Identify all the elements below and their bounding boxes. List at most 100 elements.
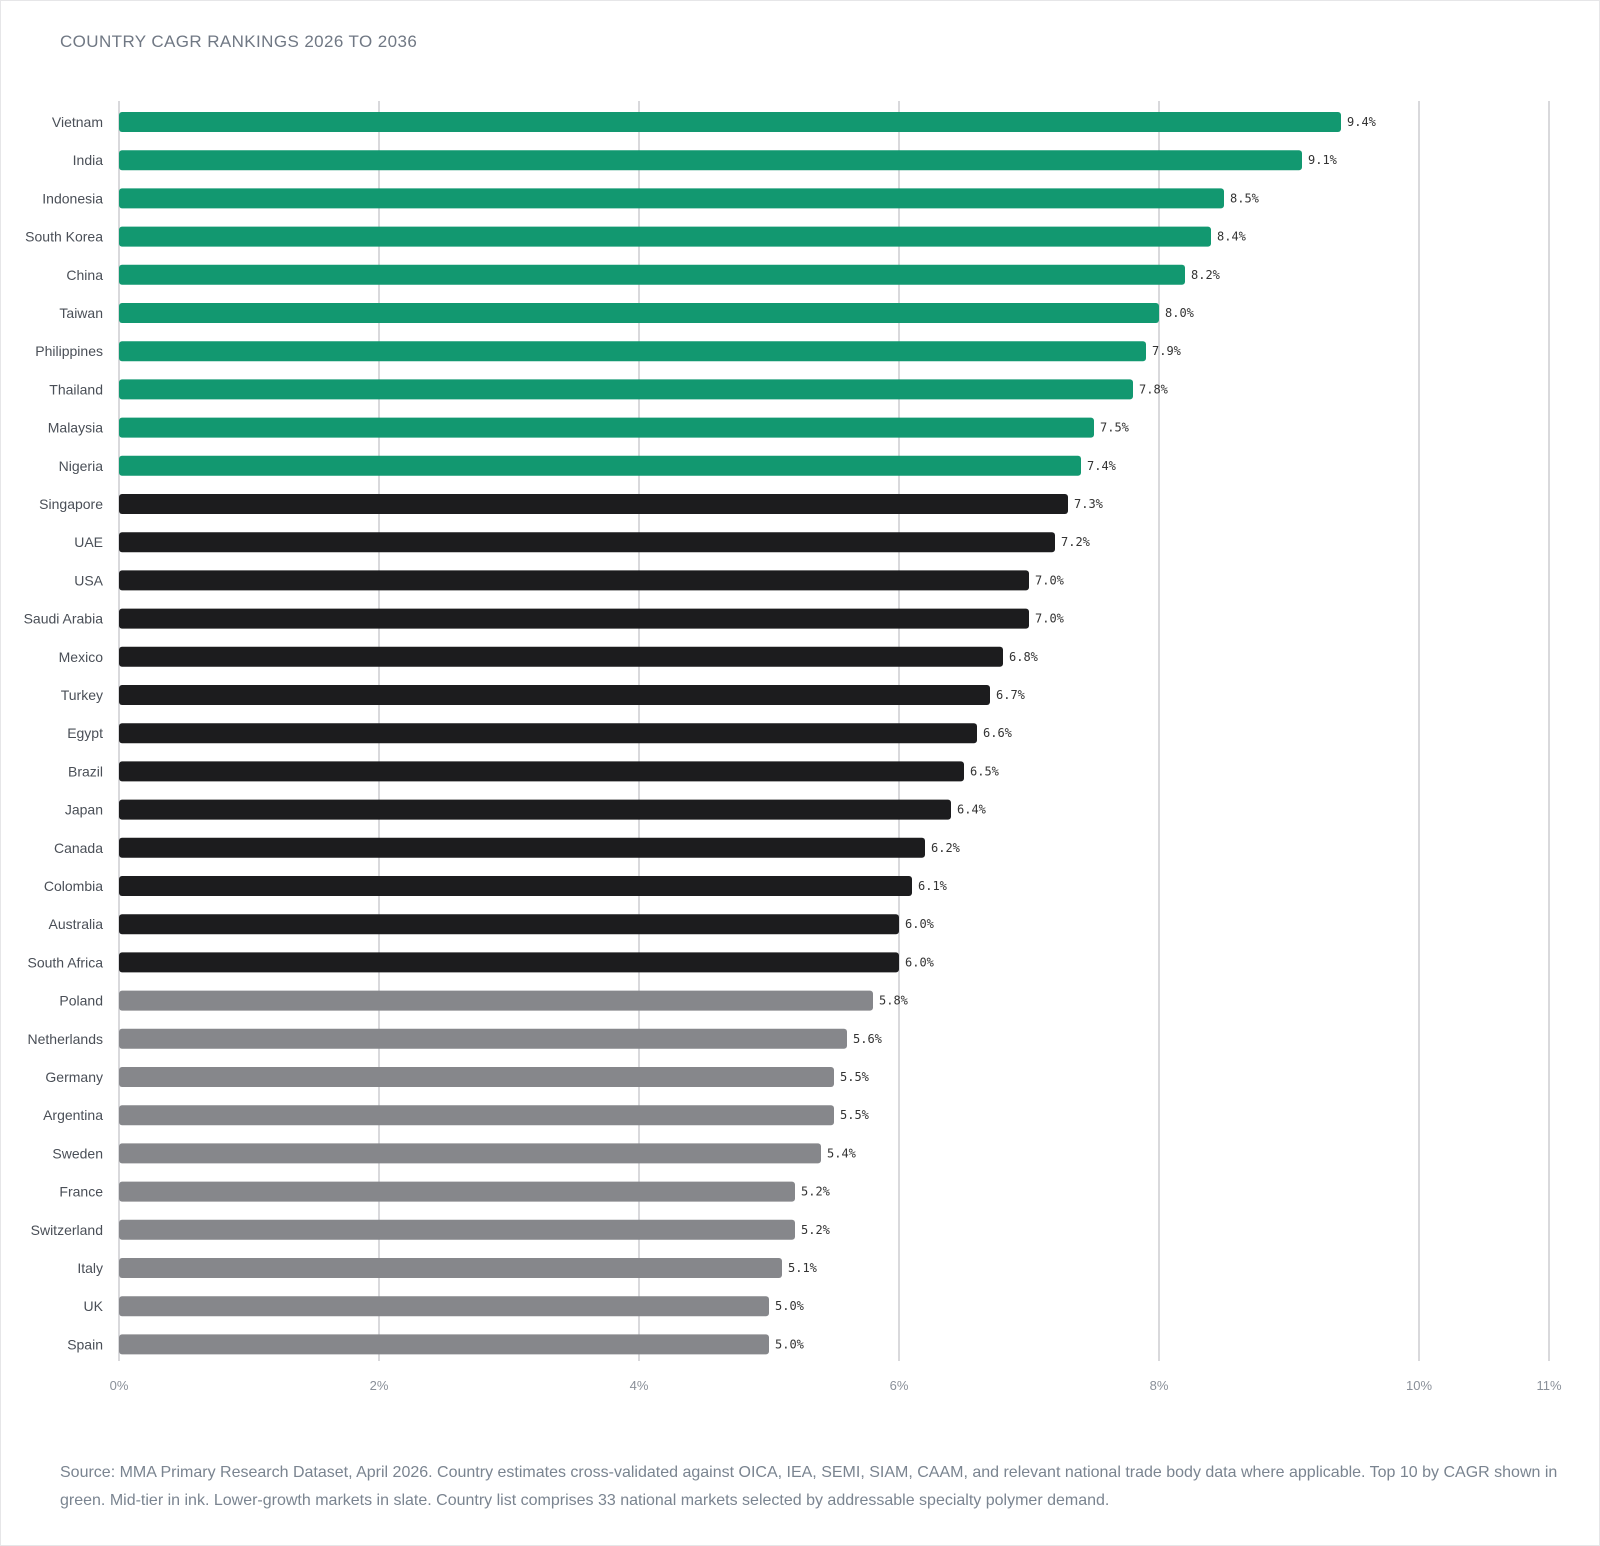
- category-label: Argentina: [43, 1107, 103, 1123]
- x-tick-label: 0%: [110, 1378, 129, 1393]
- bar: [119, 226, 1211, 247]
- chart-title: COUNTRY CAGR RANKINGS 2026 TO 2036: [60, 32, 418, 51]
- category-label: Nigeria: [59, 458, 104, 474]
- value-label: 5.4%: [827, 1146, 857, 1160]
- bar: [119, 837, 925, 858]
- value-label: 5.0%: [775, 1299, 805, 1313]
- bar: [119, 608, 1029, 629]
- value-label: 5.5%: [840, 1070, 870, 1084]
- value-label: 7.8%: [1139, 382, 1169, 396]
- category-label: France: [59, 1184, 103, 1200]
- value-label: 5.0%: [775, 1337, 805, 1351]
- category-label: South Korea: [25, 229, 103, 245]
- category-label: India: [73, 152, 104, 168]
- x-tick-label: 6%: [890, 1378, 909, 1393]
- value-label: 7.9%: [1152, 344, 1182, 358]
- bar-chart: 0% 2% 4% 6% 8% 10% 11% Vietnam 9.4% India 9.1% Indo…: [24, 101, 1562, 1393]
- category-label: Switzerland: [31, 1222, 103, 1238]
- x-tick-label: 8%: [1150, 1378, 1169, 1393]
- value-label: 6.0%: [905, 917, 935, 931]
- value-label: 6.6%: [983, 726, 1013, 740]
- value-label: 5.8%: [879, 994, 909, 1008]
- value-label: 8.5%: [1230, 191, 1260, 205]
- category-label: UK: [84, 1298, 104, 1314]
- category-label: Australia: [49, 916, 104, 932]
- bar: [119, 1334, 769, 1355]
- bar: [119, 1181, 795, 1202]
- bar: [119, 646, 1003, 667]
- category-label: Philippines: [35, 343, 103, 359]
- value-label: 6.5%: [970, 764, 1000, 778]
- category-label: Taiwan: [59, 305, 103, 321]
- bar: [119, 303, 1159, 323]
- bar: [119, 1028, 847, 1049]
- category-label: Saudi Arabia: [24, 611, 104, 627]
- bar: [119, 150, 1302, 171]
- bar: [119, 570, 1029, 591]
- category-label: Thailand: [49, 381, 103, 397]
- bar: [119, 1143, 821, 1164]
- category-label: Egypt: [67, 725, 103, 741]
- category-label: Indonesia: [42, 190, 103, 206]
- bar: [119, 188, 1224, 209]
- bar: [119, 1105, 834, 1126]
- bar: [119, 532, 1055, 553]
- bar: [119, 1258, 782, 1278]
- value-label: 5.1%: [788, 1261, 818, 1275]
- category-label: China: [66, 267, 103, 283]
- value-label: 6.4%: [957, 803, 987, 817]
- category-label: Turkey: [61, 687, 103, 703]
- x-tick-label: 11%: [1536, 1378, 1561, 1393]
- value-label: 5.2%: [801, 1185, 831, 1199]
- value-label: 8.0%: [1165, 306, 1195, 320]
- category-label: Mexico: [59, 649, 104, 665]
- bar: [119, 952, 899, 973]
- category-label: Singapore: [39, 496, 103, 512]
- bar: [119, 264, 1185, 285]
- category-label: USA: [74, 572, 103, 588]
- bar: [119, 341, 1146, 362]
- category-label: Poland: [59, 993, 103, 1009]
- x-tick-label: 4%: [630, 1378, 649, 1393]
- bar: [119, 685, 990, 705]
- value-label: 6.0%: [905, 955, 935, 969]
- category-label: Spain: [67, 1336, 103, 1352]
- value-label: 5.2%: [801, 1223, 831, 1237]
- bar: [119, 990, 873, 1011]
- category-label: Germany: [45, 1069, 103, 1085]
- value-label: 7.0%: [1035, 573, 1065, 587]
- source-note: Source: MMA Primary Research Dataset, Ap…: [60, 1464, 1558, 1509]
- category-label: UAE: [74, 534, 103, 550]
- bar: [119, 914, 899, 935]
- bar: [119, 494, 1068, 514]
- category-label: Vietnam: [52, 114, 103, 130]
- bar: [119, 876, 912, 896]
- value-label: 7.3%: [1074, 497, 1104, 511]
- value-label: 5.5%: [840, 1108, 870, 1122]
- value-label: 6.7%: [996, 688, 1026, 702]
- category-label: Colombia: [44, 878, 103, 894]
- bar: [119, 1067, 834, 1087]
- x-tick-label: 10%: [1406, 1378, 1432, 1393]
- category-label: Sweden: [52, 1145, 103, 1161]
- category-label: South Africa: [28, 954, 104, 970]
- category-label: Malaysia: [48, 420, 103, 436]
- value-label: 6.1%: [918, 879, 948, 893]
- category-label: Brazil: [68, 763, 103, 779]
- bar: [119, 1219, 795, 1240]
- category-label: Italy: [77, 1260, 103, 1276]
- category-label: Netherlands: [28, 1031, 104, 1047]
- value-label: 6.8%: [1009, 650, 1039, 664]
- bar: [119, 761, 964, 782]
- bar: [119, 112, 1341, 132]
- value-label: 5.6%: [853, 1032, 883, 1046]
- bar: [119, 799, 951, 820]
- value-label: 8.4%: [1217, 230, 1247, 244]
- value-label: 7.2%: [1061, 535, 1091, 549]
- value-label: 8.2%: [1191, 268, 1221, 282]
- value-label: 9.1%: [1308, 153, 1338, 167]
- value-label: 7.0%: [1035, 612, 1065, 626]
- category-label: Japan: [65, 802, 103, 818]
- x-tick-label: 2%: [370, 1378, 389, 1393]
